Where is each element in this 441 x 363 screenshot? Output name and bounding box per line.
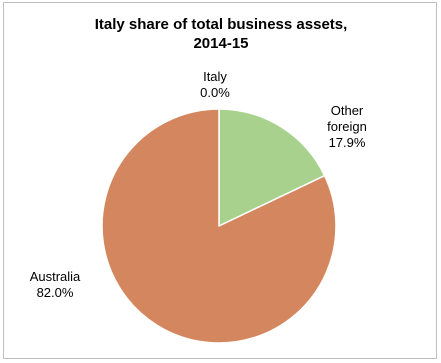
slice-label-italy-name: Italy (203, 69, 227, 84)
chart-title: Italy share of total business assets, 20… (4, 15, 438, 53)
chart-title-line-1: Italy share of total business assets, (94, 16, 348, 33)
chart-frame: Italy share of total business assets, 20… (3, 2, 437, 359)
slice-label-other-foreign-value: 17.9% (328, 135, 366, 150)
slice-label-italy: Italy 0.0% (190, 69, 240, 101)
pie-slice-australia (101, 108, 337, 344)
pie-slice-other-foreign (218, 108, 326, 227)
slice-label-other-foreign: Other foreign 17.9% (317, 103, 377, 151)
pie-chart (101, 108, 337, 344)
slice-label-other-foreign-name-1: Other (330, 103, 364, 118)
slice-label-australia-name: Australia (29, 269, 81, 284)
slice-label-italy-value: 0.0% (200, 85, 230, 100)
chart-title-line-2: 2014-15 (193, 35, 249, 52)
slice-label-australia-value: 82.0% (36, 285, 74, 300)
pie-slices (101, 108, 337, 344)
slice-label-other-foreign-name-2: foreign (327, 119, 367, 134)
slice-label-australia: Australia 82.0% (22, 269, 88, 301)
